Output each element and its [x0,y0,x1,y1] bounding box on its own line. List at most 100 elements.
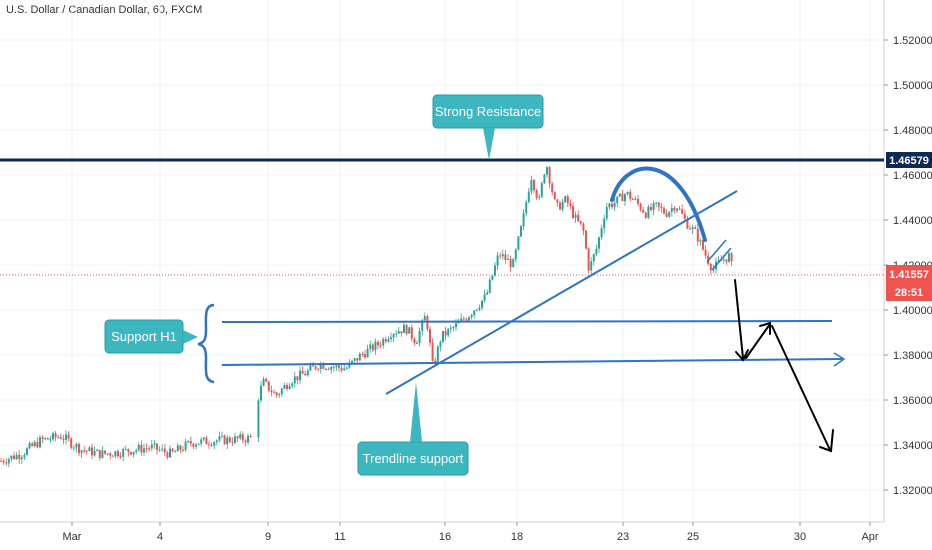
candle [369,340,372,354]
candle [553,191,556,201]
candle [704,245,707,259]
candle [247,433,249,446]
candle [23,452,26,461]
candle [31,441,34,447]
candle [470,313,473,320]
resistance-price-tag: 1.46579 [886,152,932,168]
x-tick-label: 25 [687,531,699,543]
candle [325,368,327,371]
candle [699,238,702,246]
candle [730,252,733,266]
candle [652,200,655,216]
x-tick-label: Mar [63,531,82,543]
candle [127,448,130,457]
candle [585,229,587,250]
candle [405,323,408,336]
candle [374,338,377,355]
candle [20,455,23,464]
candle [559,200,561,211]
candle [634,196,637,201]
candle [161,444,164,453]
candle [257,398,260,442]
support-h1-arrowhead [833,352,846,367]
candle [299,366,301,385]
candle [176,442,179,452]
candle [343,364,346,371]
candle [517,235,520,251]
candle [624,192,626,206]
chart-title: U.S. Dollar / Canadian Dollar, 60, FXCM [6,4,203,16]
strong-resistance-callout[interactable]: Strong Resistance [432,94,544,160]
support-h1-lower-line[interactable] [221,358,843,366]
candle [163,444,166,457]
trendline-support-callout[interactable]: Trendline support [357,382,469,476]
candle [88,446,91,452]
candle [410,324,413,342]
candle [278,392,281,398]
support-h1-upper-line[interactable] [221,320,833,323]
candle [543,173,546,185]
candle [111,454,114,457]
candle [270,385,273,397]
candle [226,434,229,449]
candle [119,452,122,460]
candle [439,340,442,352]
candle [579,220,582,226]
candle [540,181,543,199]
rounded-top-arc[interactable] [610,166,707,242]
candle [145,443,148,453]
candle [564,195,567,203]
candle [600,224,603,241]
candle [696,224,699,246]
candle [637,195,639,207]
trendline-support-line[interactable] [385,190,738,395]
candle [468,316,470,322]
candle [28,441,31,450]
candle [512,257,515,268]
y-tick-label: 1.32000 [893,485,932,497]
candle [231,437,234,447]
support-h1-brace [197,303,215,384]
candle [629,188,632,202]
candle [236,435,239,442]
candle [262,376,265,387]
candle [436,344,439,366]
candle [447,327,450,338]
candle [494,262,496,277]
strong-resistance-label: Strong Resistance [435,104,541,119]
candle [683,209,686,222]
candle [137,442,140,453]
candle [314,365,317,371]
candle [673,205,676,214]
candle [223,434,226,445]
candle [140,440,143,456]
candle [156,443,158,455]
candle [608,202,611,210]
candle [293,371,296,388]
candle [551,181,554,196]
candle [384,336,387,344]
candle [387,336,390,343]
candle [605,202,608,221]
x-tick-label: 30 [794,531,806,543]
candle [678,205,681,211]
candle [5,458,8,467]
candle [166,450,169,460]
candle [400,331,403,337]
candle [366,344,369,358]
trendline-support-label: Trendline support [363,451,464,466]
candle [364,350,366,360]
candle [613,198,616,211]
candle [462,316,465,322]
candle [135,448,138,455]
candle [499,252,502,260]
x-tick-label: 23 [617,531,629,543]
candle [182,446,184,452]
candle [44,437,47,441]
candle [52,431,54,442]
candle [306,368,309,377]
candle [288,383,291,390]
candle [179,444,182,454]
support-h1-callout[interactable]: Support H1 [104,319,198,354]
